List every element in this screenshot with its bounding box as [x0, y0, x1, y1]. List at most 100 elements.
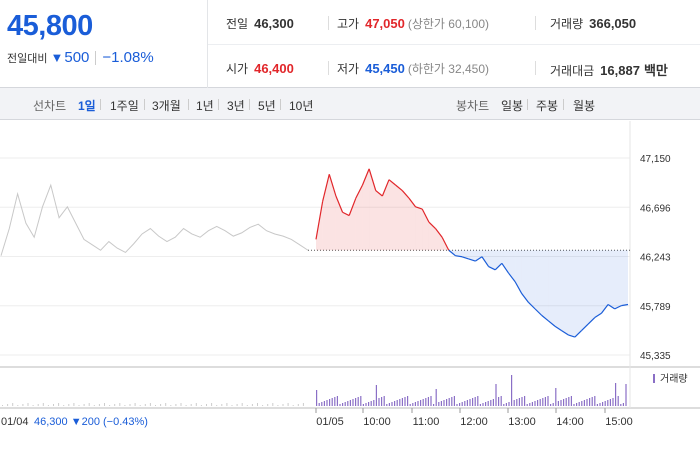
divider — [280, 99, 281, 110]
price-line-segment — [415, 206, 423, 210]
volume-bar — [443, 400, 445, 406]
volume-bar — [404, 397, 406, 406]
volume-bar — [347, 401, 349, 406]
volume-bar — [505, 403, 507, 406]
price-line-segment — [488, 266, 496, 271]
prev-volume-bar — [42, 403, 44, 406]
divider — [249, 99, 250, 110]
prev-volume-bar — [236, 404, 238, 406]
prev-volume-bar — [83, 404, 85, 406]
volume-bar — [394, 401, 396, 406]
volume-bar — [625, 384, 627, 406]
volume-bar — [352, 399, 354, 406]
volume-bar — [368, 402, 370, 406]
tab-monthly[interactable]: 월봉 — [573, 99, 596, 113]
volume-bar — [446, 399, 448, 406]
price-line-segment — [468, 258, 476, 262]
price-line-segment — [342, 211, 350, 217]
tab-1w[interactable]: 1주일 — [110, 99, 139, 113]
area-fill — [389, 179, 396, 251]
tab-1d[interactable]: 1일 — [78, 99, 96, 113]
area-fill — [541, 250, 549, 321]
area-fill — [515, 250, 522, 294]
prev-volume-bar — [170, 405, 172, 406]
volume-bar — [620, 404, 622, 406]
volume-bar — [375, 385, 377, 406]
prev-volume-bar — [251, 404, 253, 406]
volume-bar — [508, 402, 510, 406]
volume-bar — [524, 396, 526, 406]
prev-volume-bar — [109, 405, 111, 406]
price-line-segment — [554, 325, 562, 332]
price-line-segment — [501, 262, 510, 274]
tab-10y[interactable]: 10년 — [289, 99, 314, 113]
lower-limit: (하한가 32,450) — [407, 62, 490, 76]
tab-3m[interactable]: 3개월 — [152, 99, 181, 113]
volume-bar — [334, 397, 336, 406]
prev-close-value: 46,300 — [254, 16, 294, 31]
tab-weekly[interactable]: 주봉 — [536, 99, 559, 113]
candle-chart-label: 봉차트 — [456, 99, 490, 113]
volume-bar — [412, 403, 414, 406]
prev-volume-bar — [262, 405, 264, 406]
volume-bar — [407, 396, 409, 406]
area-fill — [608, 250, 615, 309]
intraday-price-chart[interactable]: 47,150 46,696 46,243 45,789 45,335 01/05 10:0… — [0, 121, 700, 450]
x-tick-label: 10:00 — [363, 416, 391, 428]
current-price-box: 45,800 전일대비 ▼ 500 −1.08% — [0, 0, 208, 88]
volume-bar — [495, 384, 497, 406]
volume-bar — [459, 403, 461, 406]
prev-volume-bar — [129, 404, 131, 406]
volume-bar — [420, 400, 422, 406]
area-fill — [601, 250, 609, 314]
tab-5y[interactable]: 5년 — [258, 99, 276, 113]
chart-period-tabs: 선차트 1일 1주일 3개월 1년 3년 5년 10년 봉차트 일봉 주봉 월봉 — [0, 88, 700, 120]
volume-bar — [391, 402, 393, 406]
chart-grid — [0, 121, 700, 409]
volume-bar — [513, 400, 515, 406]
volume-bar — [357, 397, 359, 406]
price-line-segment — [621, 303, 629, 307]
price-line-segment — [574, 330, 582, 338]
prev-volume-bar — [302, 403, 304, 406]
divider — [535, 61, 536, 75]
prev-volume-bar — [2, 405, 3, 406]
prev-volume-bar — [134, 403, 136, 406]
volume-bar — [604, 401, 606, 406]
tab-3y[interactable]: 3년 — [227, 99, 245, 113]
volume-bar — [539, 399, 541, 406]
volume-bar — [396, 400, 398, 406]
volume-bar — [568, 397, 570, 406]
volume-bar — [534, 401, 536, 406]
upper-limit: (상한가 60,100) — [407, 17, 490, 31]
row-divider — [208, 44, 700, 45]
tab-daily[interactable]: 일봉 — [501, 99, 524, 113]
area-fill — [614, 250, 622, 309]
price-line-segment — [368, 168, 377, 191]
area-fill — [355, 185, 363, 251]
prev-volume-bar — [12, 403, 14, 406]
trade-value-amount: 16,887 — [600, 63, 640, 78]
tab-1y[interactable]: 1년 — [196, 99, 214, 113]
prev-volume-bar — [185, 405, 187, 406]
prev-volume-bar — [246, 405, 248, 406]
low-value: 45,450 — [365, 61, 405, 76]
trade-value-unit: 백만 — [643, 63, 668, 78]
prev-volume-bar — [180, 403, 182, 406]
prev-volume-bar — [32, 405, 34, 406]
area-fill — [568, 250, 575, 338]
prev-volume-bar — [231, 405, 233, 406]
price-line-segment — [568, 334, 576, 338]
area-fill — [408, 198, 416, 251]
divider — [144, 99, 145, 110]
prev-volume-bar — [53, 404, 54, 406]
area-fill — [548, 250, 555, 327]
open-label: 시가 — [226, 62, 249, 76]
divider — [95, 50, 97, 65]
volume-bar — [440, 401, 442, 406]
area-fill — [468, 250, 476, 262]
volume-bar — [607, 400, 609, 406]
current-price: 45,800 — [7, 10, 93, 42]
divider — [563, 99, 564, 110]
y-tick-label: 46,696 — [640, 203, 671, 214]
